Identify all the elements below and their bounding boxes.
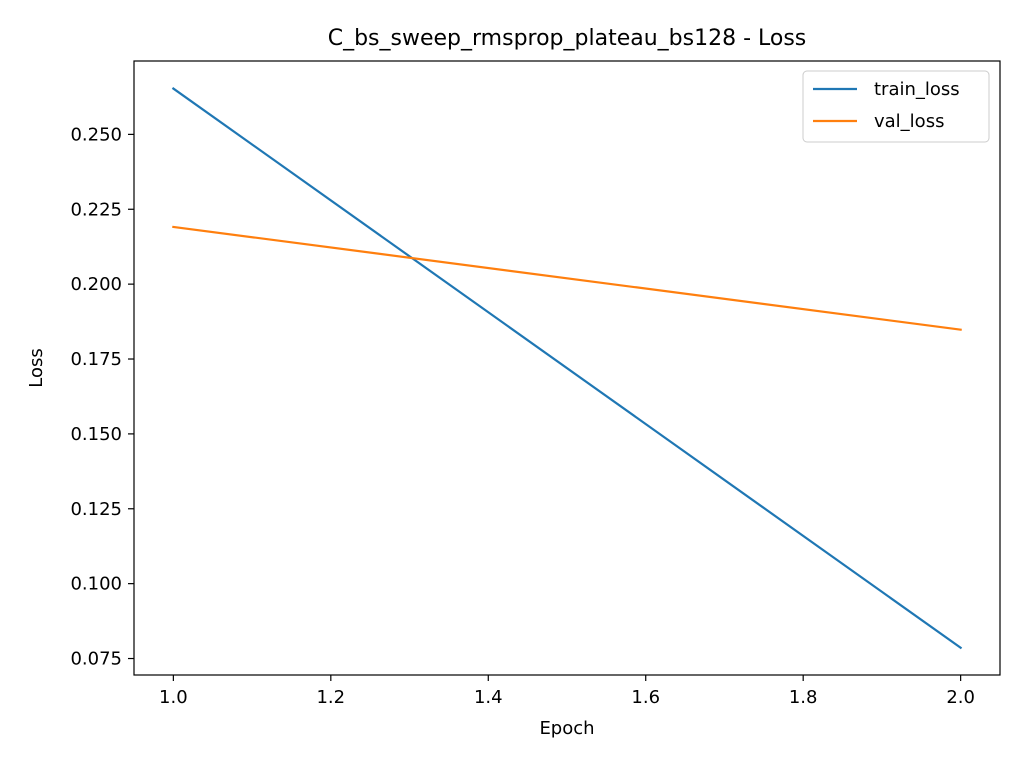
y-tick-label: 0.225 [70,199,122,220]
y-tick-label: 0.250 [70,124,122,145]
x-axis-label: Epoch [539,718,594,739]
x-axis-ticks: 1.0 1.2 1.4 1.6 1.8 2.0 [159,675,975,708]
y-tick-label: 0.125 [70,499,122,520]
x-tick-label: 2.0 [946,687,975,708]
x-tick-label: 1.8 [789,687,818,708]
y-tick-label: 0.150 [70,424,122,445]
y-tick-label: 0.100 [70,574,122,595]
series-line-val_loss [172,225,962,331]
y-tick-label: 0.075 [70,649,122,670]
y-axis-ticks: 0.075 0.100 0.125 0.150 0.175 0.200 0.225 0.250 [70,124,134,670]
legend: train_loss val_loss [802,70,990,143]
y-tick-label: 0.175 [70,349,122,370]
x-tick-label: 1.4 [474,687,503,708]
plot-frame [133,60,1001,676]
legend-label-val_loss: val_loss [874,111,944,132]
x-tick-label: 1.2 [316,687,345,708]
series-line-train_loss [171,87,963,650]
legend-label-train_loss: train_loss [874,79,960,100]
x-tick-label: 1.0 [159,687,188,708]
y-axis-label: Loss [26,348,47,387]
x-tick-label: 1.6 [631,687,660,708]
plot-marks [171,87,963,650]
y-tick-label: 0.200 [70,274,122,295]
chart-title: C_bs_sweep_rmsprop_plateau_bs128 - Loss [328,26,807,51]
